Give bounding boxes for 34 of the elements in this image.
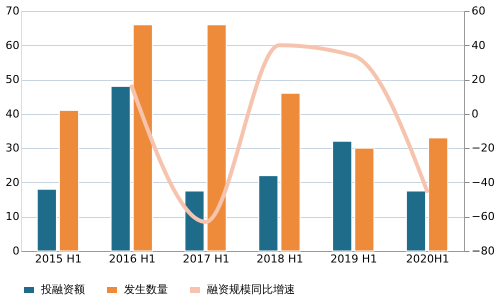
legend-label: 融资规模同比增速: [207, 283, 295, 296]
y2-tick-label: 0: [472, 107, 478, 120]
legend-label: 投融资额: [40, 283, 85, 296]
y-tick-label: 20: [6, 176, 20, 189]
bar: [36, 188, 57, 252]
y-tick-label: 40: [6, 107, 20, 120]
y-tick-label: 30: [6, 142, 20, 155]
bar: [184, 190, 205, 252]
y-tick-label: 70: [6, 4, 20, 18]
y-tick-label: 10: [6, 210, 20, 224]
y-tick-label: 0: [12, 244, 20, 258]
y2-tick-label: 40: [472, 38, 486, 52]
x-tick-label: 2017 H1: [182, 252, 230, 266]
bar: [406, 190, 426, 252]
bar: [258, 175, 278, 252]
x-tick-label: 2020H1: [406, 252, 450, 266]
bar: [428, 137, 448, 252]
bar: [206, 24, 227, 252]
y-tick-label: 60: [6, 38, 20, 52]
y2-tick-label: −40: [472, 176, 495, 189]
y2-tick-label: 20: [472, 73, 486, 86]
x-tick-label: 2019 H1: [330, 252, 378, 266]
x-tick-label: 2016 H1: [108, 252, 156, 266]
line-series: [130, 43, 430, 224]
bar: [280, 92, 301, 252]
bar: [58, 110, 80, 252]
y2-tick-label: 60: [472, 4, 486, 18]
x-tick-label: 2018 H1: [256, 252, 304, 266]
y2-tick-label: −80: [472, 244, 495, 258]
x-tick-label: 2015 H1: [35, 252, 82, 266]
y-tick-label: 50: [6, 73, 20, 86]
y2-tick-label: −60: [472, 210, 495, 224]
y2-tick-label: −20: [472, 142, 495, 155]
legend-label: 发生数量: [124, 283, 168, 296]
